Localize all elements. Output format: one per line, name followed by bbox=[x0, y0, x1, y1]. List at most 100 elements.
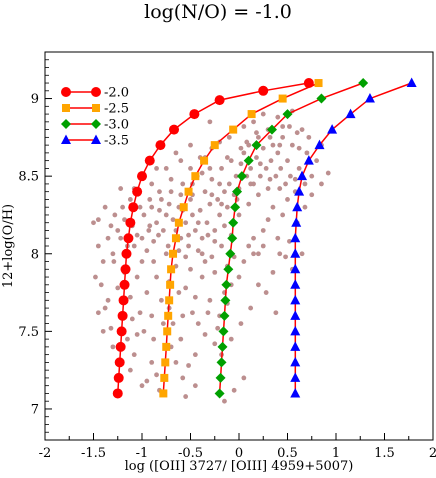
observation-point bbox=[275, 235, 281, 241]
observation-point bbox=[188, 166, 193, 171]
observation-point bbox=[215, 325, 221, 331]
observation-point bbox=[254, 155, 259, 160]
series-point bbox=[282, 109, 293, 120]
observation-point bbox=[256, 282, 261, 288]
observation-point bbox=[302, 181, 308, 187]
series-point bbox=[117, 310, 128, 321]
series-point bbox=[221, 279, 232, 290]
observation-point bbox=[163, 251, 169, 257]
series-point bbox=[121, 248, 132, 259]
observation-point bbox=[212, 269, 218, 275]
observation-point bbox=[115, 285, 121, 291]
observation-point bbox=[246, 201, 252, 207]
observation-point bbox=[166, 201, 172, 207]
observation-point bbox=[134, 332, 140, 337]
series-point bbox=[292, 201, 303, 212]
legend-label: -2.5 bbox=[104, 102, 129, 117]
x-tick-label: 2 bbox=[429, 446, 436, 461]
observation-point bbox=[257, 161, 263, 167]
observation-point bbox=[95, 217, 101, 223]
observation-point bbox=[192, 383, 198, 389]
observation-point bbox=[159, 297, 164, 303]
series-point bbox=[214, 95, 225, 106]
observation-point bbox=[207, 201, 213, 207]
observation-point bbox=[125, 336, 130, 342]
observation-point bbox=[134, 274, 140, 280]
observation-point bbox=[219, 201, 224, 207]
observation-point bbox=[91, 220, 96, 226]
observation-point bbox=[202, 332, 208, 337]
observation-point bbox=[265, 217, 271, 223]
series-line bbox=[218, 82, 364, 394]
observation-point bbox=[306, 134, 312, 140]
observation-point bbox=[154, 372, 159, 378]
observation-point bbox=[212, 238, 218, 244]
observation-point bbox=[236, 274, 242, 280]
series-point bbox=[125, 217, 136, 228]
observation-point bbox=[209, 192, 215, 198]
observation-point bbox=[199, 170, 205, 176]
series-point bbox=[113, 372, 124, 383]
observation-point bbox=[304, 150, 310, 156]
observation-point bbox=[168, 189, 174, 195]
series-point bbox=[266, 124, 277, 135]
observation-point bbox=[209, 176, 215, 182]
series-point bbox=[223, 264, 234, 275]
observation-point bbox=[178, 192, 184, 198]
y-tick-label: 8.5 bbox=[18, 170, 39, 185]
observation-point bbox=[120, 204, 125, 210]
observation-point bbox=[144, 248, 150, 254]
series-point bbox=[162, 342, 171, 351]
legend-item: -3.5 bbox=[61, 134, 129, 149]
observation-point bbox=[188, 266, 193, 272]
observation-point bbox=[108, 325, 114, 331]
observation-point bbox=[289, 142, 295, 148]
observation-point bbox=[188, 197, 193, 202]
observation-point bbox=[151, 238, 157, 244]
series-point bbox=[247, 110, 256, 119]
observation-point bbox=[186, 243, 191, 249]
series-point bbox=[327, 124, 338, 134]
observation-point bbox=[207, 297, 213, 303]
series-point bbox=[114, 357, 125, 368]
series-point bbox=[303, 155, 314, 165]
observation-point bbox=[192, 228, 198, 233]
series-point bbox=[290, 387, 301, 398]
series-point bbox=[278, 94, 287, 103]
series-point bbox=[290, 232, 301, 243]
series-point bbox=[166, 280, 175, 289]
observation-point bbox=[236, 212, 242, 218]
observation-point bbox=[131, 352, 137, 358]
series-point bbox=[218, 326, 229, 337]
observation-point bbox=[139, 383, 145, 389]
observation-point bbox=[197, 207, 203, 213]
series-point bbox=[290, 279, 301, 289]
series-point bbox=[227, 233, 238, 244]
observation-point bbox=[270, 269, 276, 275]
series-point bbox=[290, 372, 301, 382]
observation-point bbox=[147, 223, 153, 229]
observation-point bbox=[111, 259, 117, 264]
observation-point bbox=[265, 186, 271, 191]
observation-point bbox=[278, 166, 284, 171]
series-point bbox=[406, 77, 417, 88]
series-point bbox=[174, 218, 183, 227]
observation-point bbox=[173, 150, 179, 156]
legend-label: -3.5 bbox=[104, 134, 129, 149]
observation-point bbox=[199, 235, 205, 241]
observation-point bbox=[275, 114, 281, 120]
model-curves bbox=[112, 77, 417, 399]
series-point bbox=[217, 341, 228, 352]
observation-point bbox=[231, 387, 237, 393]
x-tick-label: 0.5 bbox=[277, 446, 298, 461]
observation-point bbox=[209, 254, 215, 260]
series-3 bbox=[214, 78, 369, 399]
observation-point bbox=[134, 232, 140, 238]
legend-label: -2.0 bbox=[104, 86, 129, 101]
observation-point bbox=[302, 204, 308, 210]
observation-point bbox=[294, 130, 300, 136]
observation-point bbox=[110, 344, 116, 350]
series-point bbox=[216, 357, 227, 368]
observation-point bbox=[183, 285, 189, 291]
observation-point bbox=[151, 336, 157, 342]
